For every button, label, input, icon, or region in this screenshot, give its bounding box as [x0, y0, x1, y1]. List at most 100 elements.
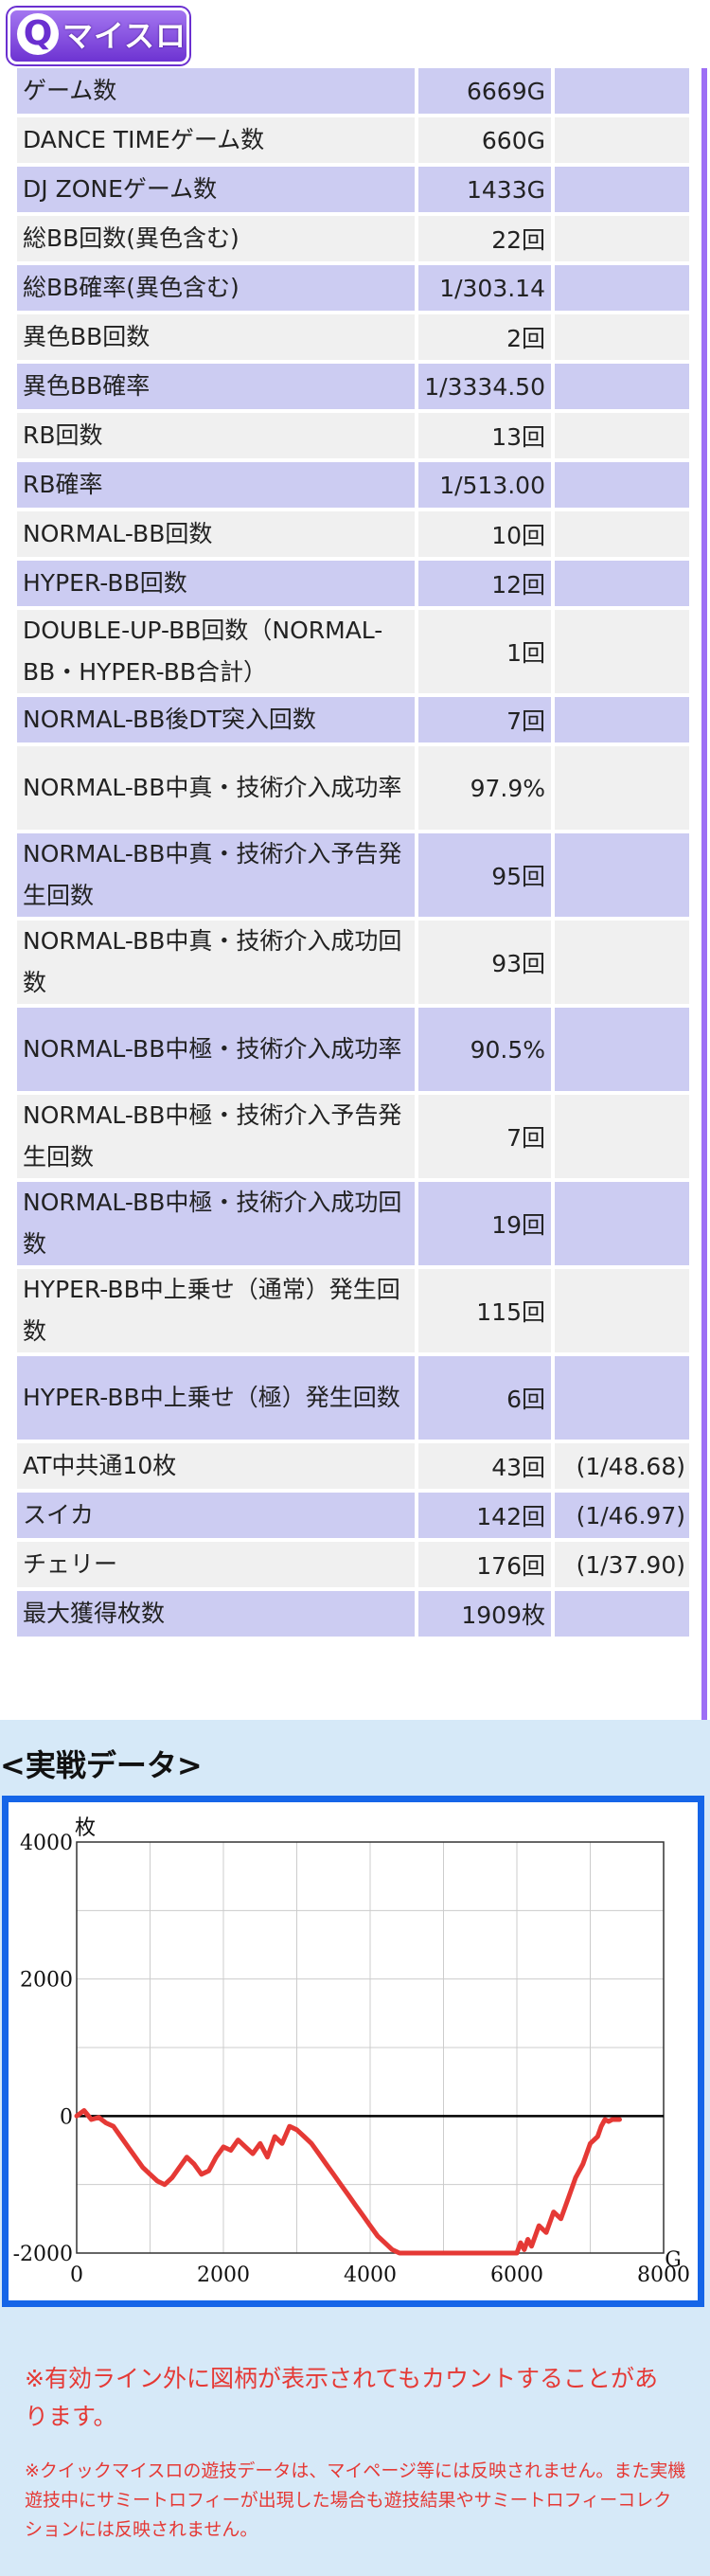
row-label: DANCE TIMEゲーム数 [17, 117, 415, 163]
row-value: 95回 [418, 833, 551, 917]
row-label: RB回数 [17, 413, 415, 458]
note-sub: ※クイックマイスロの遊技データは、マイページ等には反映されません。また実機遊技中… [25, 2460, 686, 2540]
row-value: 6回 [418, 1356, 551, 1440]
table-row: 総BB回数(異色含む) 22回 [17, 216, 689, 261]
y-tick-label: 0 [60, 2105, 73, 2129]
x-tick-label: 2000 [197, 2263, 250, 2287]
x-tick-label: 0 [70, 2263, 83, 2287]
row-label: NORMAL-BB中真・技術介入成功回数 [17, 921, 415, 1004]
table-row: DANCE TIMEゲーム数 660G [17, 117, 689, 163]
row-value: 142回 [418, 1493, 551, 1538]
row-value: 7回 [418, 1095, 551, 1178]
chart-container: 4000 2000 0 -2000 0 2000 4000 6000 8000 枚 G [2, 1796, 704, 2307]
row-label: AT中共通10枚 [17, 1443, 415, 1489]
row-label: NORMAL-BB中真・技術介入成功率 [17, 746, 415, 830]
table-row: HYPER-BB中上乗せ（通常）発生回数 115回 [17, 1269, 689, 1352]
table-row: 異色BB回数 2回 [17, 314, 689, 360]
row-value: 90.5% [418, 1008, 551, 1091]
plot-frame [76, 1841, 665, 2254]
row-label: HYPER-BB中上乗せ（極）発生回数 [17, 1356, 415, 1440]
x-tick-label: 8000 [637, 2263, 690, 2287]
row-label: DOUBLE-UP-BB回数（NORMAL-BB・HYPER-BB合計） [17, 610, 415, 693]
table-row: HYPER-BB中上乗せ（極）発生回数 6回 [17, 1356, 689, 1440]
row-value: 43回 [418, 1443, 551, 1489]
table-row: NORMAL-BB回数 10回 [17, 511, 689, 557]
note-main: ※有効ライン外に図柄が表示されてもカウントすることがあります。 [25, 2365, 658, 2430]
row-value: 1/513.00 [418, 462, 551, 508]
table-row: DJ ZONEゲーム数 1433G [17, 167, 689, 212]
y-tick-label: -2000 [13, 2243, 73, 2266]
row-probability [555, 216, 689, 261]
row-label: HYPER-BB中上乗せ（通常）発生回数 [17, 1269, 415, 1352]
stats-table: ゲーム数 6669G DANCE TIMEゲーム数 660G DJ ZONEゲーム数 14… [17, 68, 689, 1640]
row-probability: (1/46.97) [555, 1493, 689, 1538]
row-label: HYPER-BB回数 [17, 561, 415, 606]
row-value: 176回 [418, 1542, 551, 1587]
logo-text: マイスロ [62, 18, 187, 54]
table-row: NORMAL-BB中真・技術介入成功回数 93回 [17, 921, 689, 1004]
row-label: 異色BB確率 [17, 364, 415, 409]
row-probability [555, 1008, 689, 1091]
row-label: NORMAL-BB中真・技術介入予告発生回数 [17, 833, 415, 917]
row-probability [555, 265, 689, 311]
table-row: 異色BB確率 1/3334.50 [17, 364, 689, 409]
x-tick-label: 6000 [490, 2263, 543, 2287]
row-value: 1回 [418, 610, 551, 693]
row-value: 1433G [418, 167, 551, 212]
row-label: 総BB回数(異色含む) [17, 216, 415, 261]
row-probability: (1/37.90) [555, 1542, 689, 1587]
logo-q-mark: Q [17, 13, 59, 55]
table-row: チェリー 176回 (1/37.90) [17, 1542, 689, 1587]
row-value: 115回 [418, 1269, 551, 1352]
row-label: 異色BB回数 [17, 314, 415, 360]
y-tick-label: 4000 [20, 1832, 73, 1855]
row-probability [555, 1591, 689, 1637]
row-value: 22回 [418, 216, 551, 261]
row-probability [555, 921, 689, 1004]
row-probability [555, 68, 689, 114]
row-value: 93回 [418, 921, 551, 1004]
row-value: 97.9% [418, 746, 551, 830]
table-row: 最大獲得枚数 1909枚 [17, 1591, 689, 1637]
row-label: NORMAL-BB中極・技術介入成功率 [17, 1008, 415, 1091]
row-value: 1909枚 [418, 1591, 551, 1637]
app-logo[interactable]: Q マイスロ [8, 8, 189, 64]
table-row: 総BB確率(異色含む) 1/303.14 [17, 265, 689, 311]
row-probability [555, 314, 689, 360]
x-axis-label: G [665, 2248, 682, 2272]
row-label: 最大獲得枚数 [17, 1591, 415, 1637]
row-value: 10回 [418, 511, 551, 557]
row-probability [555, 167, 689, 212]
table-row: NORMAL-BB中真・技術介入予告発生回数 95回 [17, 833, 689, 917]
table-row: DOUBLE-UP-BB回数（NORMAL-BB・HYPER-BB合計） 1回 [17, 610, 689, 693]
row-probability [555, 364, 689, 409]
table-row: ゲーム数 6669G [17, 68, 689, 114]
header: Q マイスロ [0, 0, 710, 68]
row-probability [555, 697, 689, 742]
table-row: HYPER-BB回数 12回 [17, 561, 689, 606]
y-tick-label: 2000 [20, 1969, 73, 1993]
row-probability [555, 610, 689, 693]
row-value: 12回 [418, 561, 551, 606]
row-probability [555, 1095, 689, 1178]
table-row: NORMAL-BB中真・技術介入成功率 97.9% [17, 746, 689, 830]
row-probability [555, 462, 689, 508]
panel-edge [701, 68, 707, 1720]
battle-data-section: <実戦データ> 4000 2000 0 -2000 0 2000 4000 6000 8000 枚… [0, 1720, 710, 2576]
row-probability [555, 833, 689, 917]
row-value: 13回 [418, 413, 551, 458]
table-row: NORMAL-BB中極・技術介入成功回数 19回 [17, 1182, 689, 1265]
row-label: NORMAL-BB後DT突入回数 [17, 697, 415, 742]
row-label: NORMAL-BB中極・技術介入成功回数 [17, 1182, 415, 1265]
table-row: NORMAL-BB中極・技術介入予告発生回数 7回 [17, 1095, 689, 1178]
table-row: RB回数 13回 [17, 413, 689, 458]
row-label: DJ ZONEゲーム数 [17, 167, 415, 212]
row-probability [555, 746, 689, 830]
table-row: RB確率 1/513.00 [17, 462, 689, 508]
row-value: 7回 [418, 697, 551, 742]
row-probability: (1/48.68) [555, 1443, 689, 1489]
table-row: AT中共通10枚 43回 (1/48.68) [17, 1443, 689, 1489]
row-value: 19回 [418, 1182, 551, 1265]
